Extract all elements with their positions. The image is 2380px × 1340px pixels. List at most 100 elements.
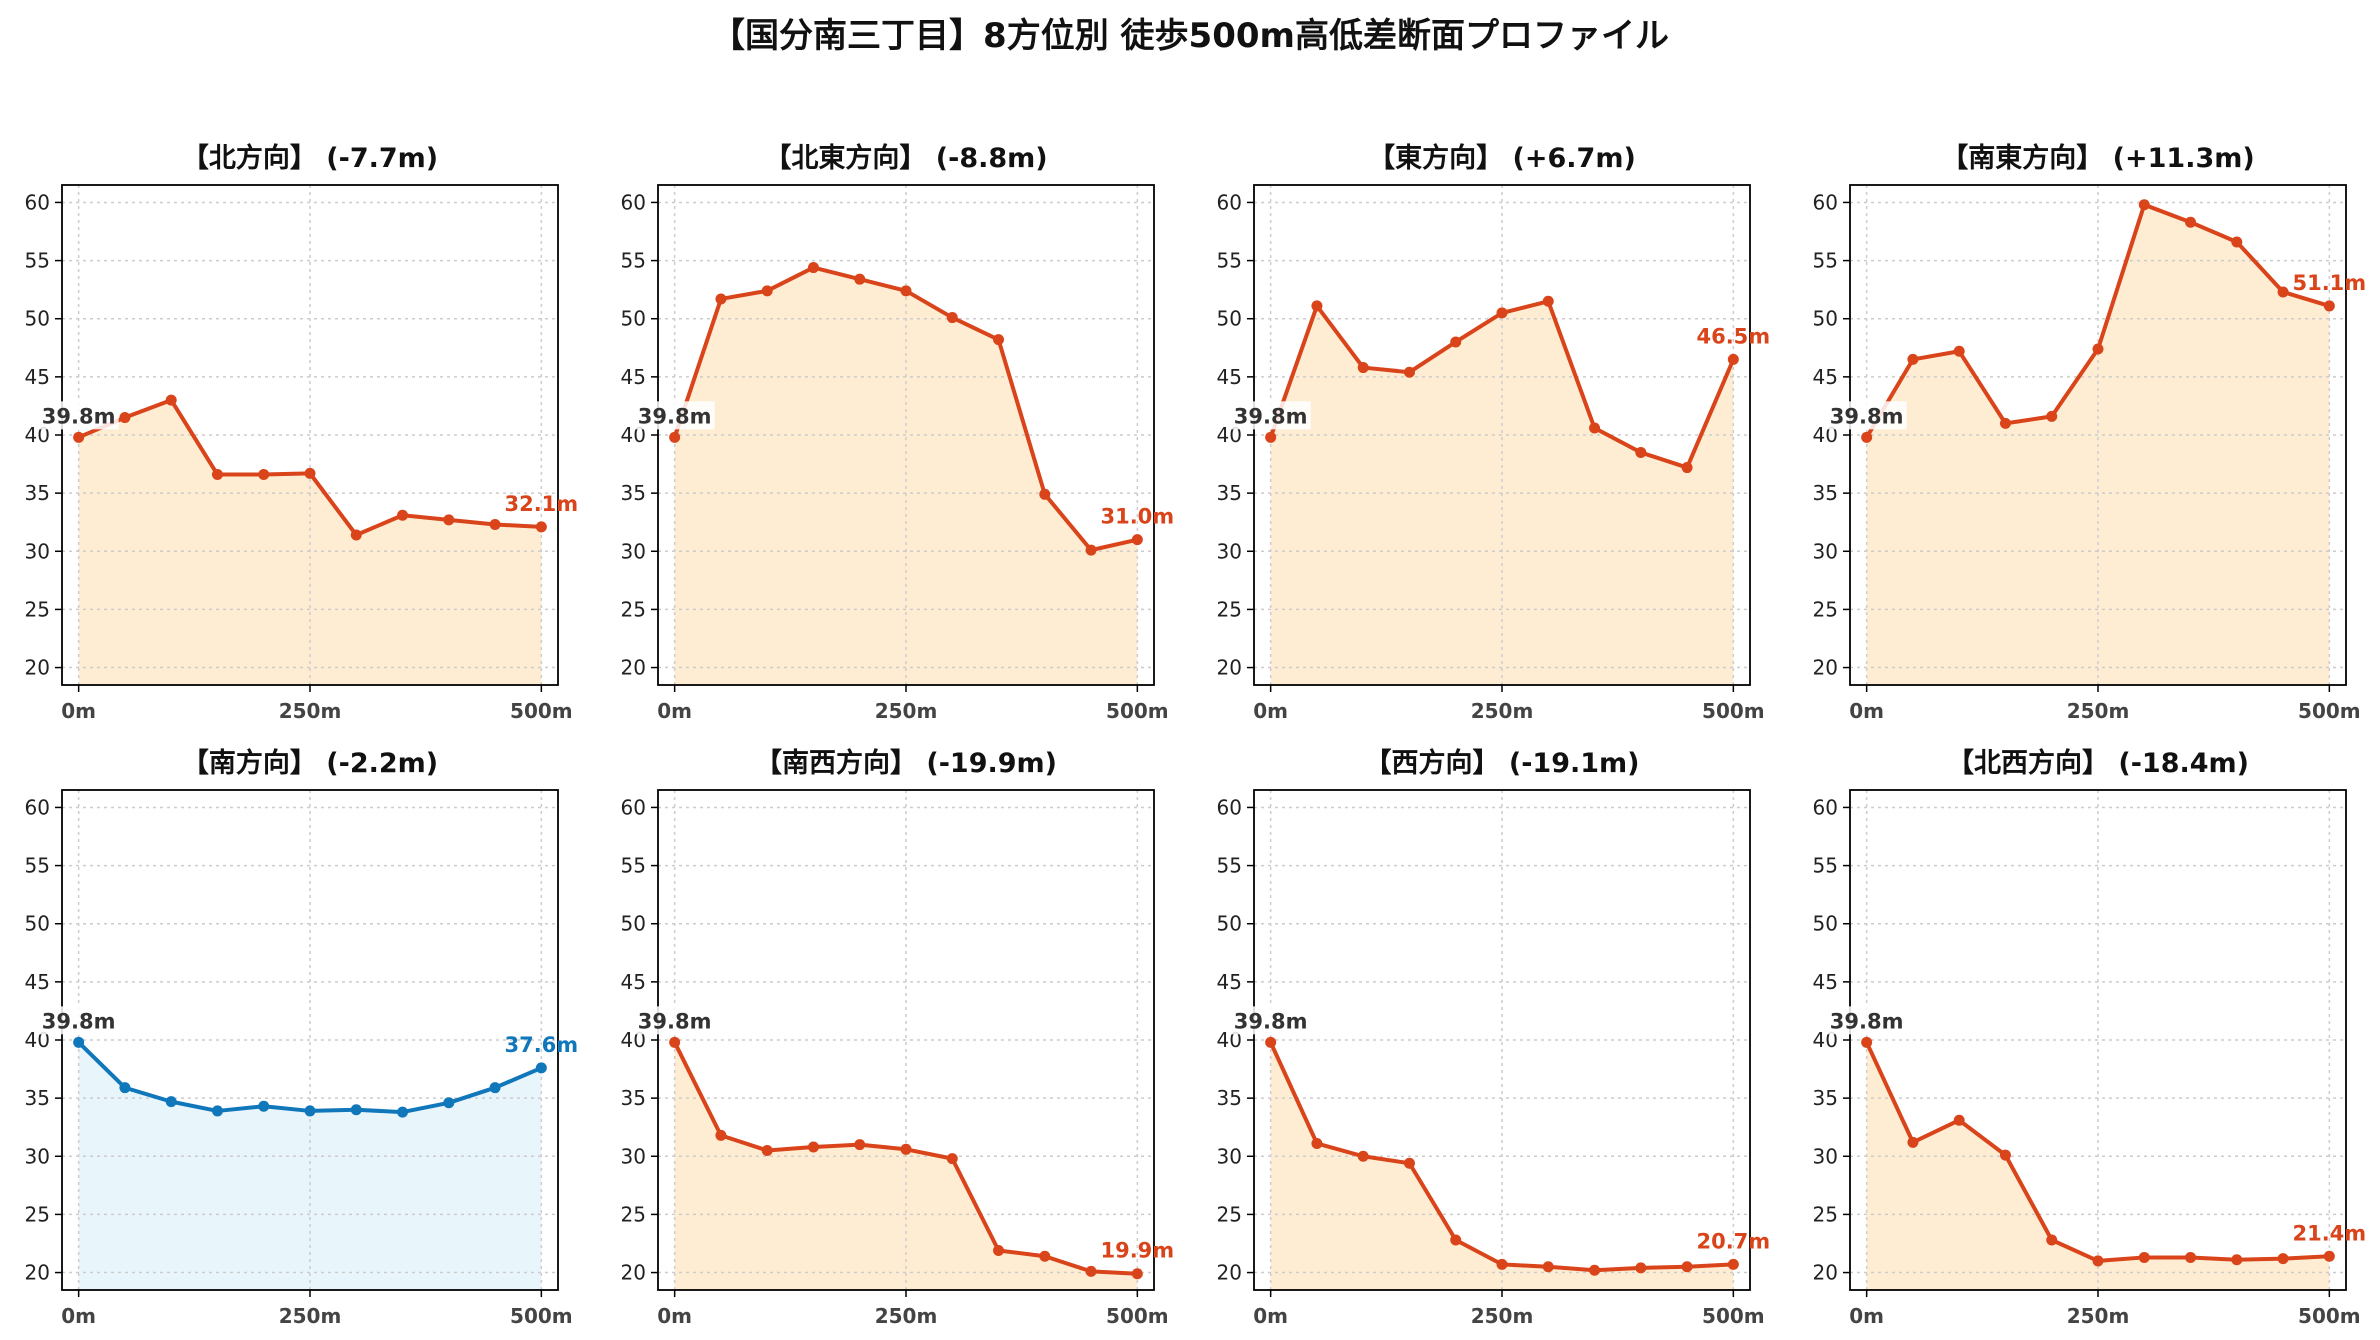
start-label: 39.8m [1830,1009,1904,1033]
data-point [993,1244,1005,1256]
data-point [1131,534,1143,546]
y-tick-label: 45 [1813,365,1838,389]
data-point [1496,1258,1508,1270]
data-point [1681,1261,1693,1273]
y-tick-label: 50 [25,912,50,936]
data-point [807,1141,819,1153]
y-tick-label: 25 [25,1202,50,1226]
data-point [761,285,773,297]
data-point [2092,343,2104,355]
data-point [397,1106,409,1118]
data-point [535,1062,547,1074]
y-tick-label: 60 [621,190,646,214]
y-tick-label: 50 [1813,912,1838,936]
y-tick-label: 55 [1217,854,1242,878]
data-point [854,273,866,285]
x-tick-label: 500m [1106,699,1169,723]
data-point [1085,1265,1097,1277]
y-tick-label: 50 [621,912,646,936]
data-point [1861,1036,1873,1048]
data-point [119,412,131,424]
data-point [761,1144,773,1156]
data-point [73,431,85,443]
data-point [1635,1262,1647,1274]
y-tick-label: 55 [1217,249,1242,273]
data-point [119,1082,131,1094]
data-point [258,469,270,481]
data-point [669,1036,681,1048]
y-tick-label: 50 [1217,912,1242,936]
y-tick-label: 45 [1813,970,1838,994]
start-label-box [38,1006,119,1035]
y-tick-label: 50 [1813,307,1838,331]
data-point [1999,1149,2011,1161]
y-tick-label: 60 [25,190,50,214]
y-tick-label: 20 [25,656,50,680]
data-point [211,469,223,481]
y-tick-label: 50 [621,307,646,331]
x-tick-label: 500m [1106,1304,1169,1328]
data-point [1635,446,1647,458]
data-point [1953,345,1965,357]
data-point [946,312,958,324]
y-tick-label: 20 [25,1261,50,1285]
y-tick-label: 45 [621,970,646,994]
y-tick-label: 20 [621,1261,646,1285]
figure-title: 【国分南三丁目】8方位別 徒歩500m高低差断面プロファイル [711,16,1669,56]
y-tick-label: 60 [1217,190,1242,214]
x-tick-label: 0m [657,1304,692,1328]
data-point [1039,1250,1051,1262]
y-tick-label: 60 [1813,190,1838,214]
data-point [1450,336,1462,348]
data-point [1542,295,1554,307]
y-tick-label: 25 [1217,1202,1242,1226]
start-label-box [634,401,715,430]
end-label: 37.6m [504,1033,578,1057]
y-tick-label: 35 [1813,481,1838,505]
data-point [2277,286,2289,298]
data-point [2138,1251,2150,1263]
data-point [165,394,177,406]
x-tick-label: 500m [1702,699,1765,723]
data-point [304,467,316,479]
data-point [211,1105,223,1117]
data-point [397,509,409,521]
x-tick-label: 0m [1253,699,1288,723]
x-tick-label: 250m [2067,699,2130,723]
subplot-title: 【北方向】 (-7.7m) [182,142,438,174]
y-tick-label: 25 [25,597,50,621]
y-tick-label: 45 [621,365,646,389]
subplot-title: 【南西方向】 (-19.9m) [755,747,1057,779]
y-tick-label: 35 [1217,481,1242,505]
x-tick-label: 0m [1849,699,1884,723]
data-point [1403,366,1415,378]
data-point [258,1100,270,1112]
end-label: 31.0m [1100,505,1174,529]
data-point [2138,199,2150,211]
data-point [2046,1234,2058,1246]
data-point [304,1105,316,1117]
start-label-box [38,401,119,430]
y-tick-label: 25 [621,597,646,621]
data-point [2185,1251,2197,1263]
data-point [1589,1264,1601,1276]
x-tick-label: 500m [2298,699,2361,723]
data-point [715,1129,727,1141]
y-tick-label: 35 [621,481,646,505]
x-tick-label: 250m [279,699,342,723]
data-point [1727,1258,1739,1270]
area-fill [1866,1042,2330,1290]
y-tick-label: 30 [25,1144,50,1168]
data-point [1861,431,1873,443]
data-point [900,285,912,297]
x-tick-label: 250m [875,1304,938,1328]
subplot-title: 【北東方向】 (-8.8m) [764,142,1047,174]
